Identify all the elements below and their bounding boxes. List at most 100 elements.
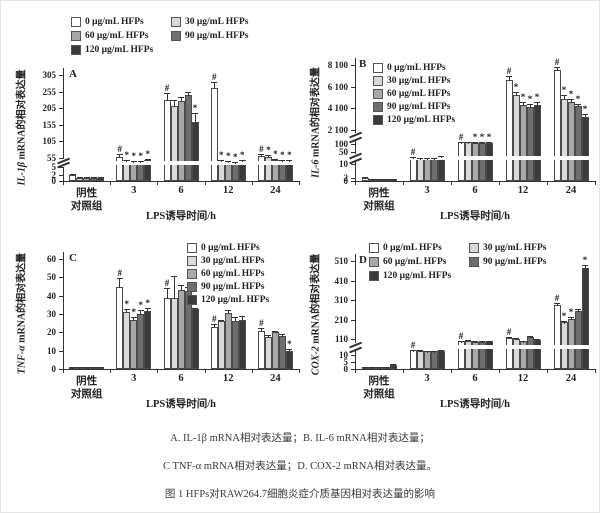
legend-item: 90 μg/mL HFPs (373, 102, 450, 112)
x-group-label: 24 (565, 185, 577, 196)
y-tick-mark (351, 280, 355, 282)
error-bar-cap (69, 173, 76, 175)
legend-swatch (187, 256, 197, 266)
y-tick-label: 305 (42, 70, 57, 80)
significance-mark: # (410, 339, 416, 350)
significance-mark: # (458, 132, 464, 142)
x-tick-mark (355, 370, 356, 373)
error-bar (577, 103, 579, 108)
legend-label: 0 μg/mL HFPs (387, 63, 446, 73)
significance-mark: * (145, 149, 151, 160)
error-bar-cap (362, 366, 368, 368)
error-bar (72, 173, 74, 177)
significance-mark: * (568, 307, 574, 317)
error-bar-cap (76, 366, 83, 368)
legend-label: 60 μg/mL HFPs (387, 89, 451, 99)
y-tick-mark (59, 91, 63, 93)
bar-0-3 (409, 158, 417, 181)
error-bar-cap (171, 99, 177, 101)
error-bar (440, 350, 442, 353)
y-title-text: mRNA的相对表达量 (310, 253, 322, 347)
y-tick-label: 10 (339, 350, 348, 360)
x-group-label: 12 (517, 373, 529, 384)
y-tick-mark (351, 355, 355, 356)
error-bar-cap (123, 309, 130, 311)
error-bar-cap (369, 178, 375, 180)
x-tick-mark (451, 370, 452, 373)
error-bar-cap (279, 334, 286, 336)
error-bar-cap (362, 176, 368, 178)
error-bar (529, 104, 531, 109)
gene-name: TNF-α (16, 345, 28, 375)
significance-mark: * (239, 149, 245, 160)
y-title-text: mRNA的相对表达量 (16, 69, 28, 163)
significance-mark: * (561, 310, 567, 321)
y-tick-mark (59, 108, 63, 110)
legend-swatch (171, 31, 181, 41)
error-bar (522, 101, 524, 107)
bar-120-24 (581, 117, 589, 181)
y-tick-mark (351, 65, 355, 66)
significance-mark: * (280, 150, 285, 161)
significance-mark: * (472, 132, 478, 143)
significance-mark: * (232, 152, 238, 162)
y-tick-mark (351, 319, 355, 321)
significance-mark: * (561, 85, 567, 96)
bar-60-6 (471, 142, 479, 181)
error-bar (371, 178, 373, 181)
error-bar (433, 350, 435, 353)
error-bar-cap (164, 288, 170, 290)
error-bar-cap (568, 317, 574, 318)
axis-break-band (356, 156, 595, 160)
error-bar-cap (438, 156, 444, 158)
x-axis-title: LPS诱导时间/h (145, 211, 216, 222)
legend-item: 30 μg/mL HFPs (171, 17, 248, 27)
error-bar (166, 288, 168, 300)
error-bar (536, 101, 538, 107)
x-group-label: 阴性 (76, 188, 98, 199)
bar-0-6 (457, 142, 465, 182)
x-group-label: 24 (270, 373, 281, 384)
x-tick-mark (205, 182, 206, 185)
x-tick-mark (547, 370, 548, 373)
significance-mark: # (458, 330, 464, 341)
error-bar (467, 142, 469, 145)
legend-item: 120 μg/mL HFPs (187, 295, 269, 305)
bar-30-24 (264, 336, 272, 369)
error-bar-cap (258, 327, 265, 329)
error-bar-cap (376, 366, 382, 368)
bar-30-12 (512, 338, 520, 369)
error-bar (288, 348, 290, 352)
error-bar (556, 67, 558, 72)
error-bar-cap (520, 101, 526, 103)
error-bar (194, 307, 196, 311)
error-bar (220, 319, 222, 323)
bar-120-24 (285, 350, 293, 369)
error-bar (378, 366, 380, 369)
x-tick-mark (63, 370, 64, 373)
bar-0-6 (163, 99, 171, 181)
error-bar (166, 93, 168, 101)
error-bar (267, 335, 269, 338)
error-bar (522, 340, 524, 343)
error-bar-cap (527, 104, 533, 105)
x-tick-mark (403, 182, 404, 185)
y-tick-mark (59, 332, 63, 334)
significance-mark: * (225, 151, 231, 162)
bar-0-6 (163, 298, 171, 369)
error-bar (460, 340, 462, 343)
y-axis-line (63, 68, 64, 182)
x-group-label: 3 (131, 185, 137, 196)
error-bar-cap (144, 307, 151, 309)
bar-60-12 (519, 105, 527, 181)
error-bar-cap (286, 348, 293, 350)
bar-30-3 (416, 158, 424, 181)
y-tick-label: 310 (334, 295, 349, 305)
y-tick-label: 60 (47, 254, 56, 264)
error-bar (584, 264, 586, 269)
x-group-label: 3 (424, 373, 430, 384)
bar-90-12 (231, 162, 239, 181)
error-bar (274, 330, 276, 334)
significance-mark: * (192, 103, 198, 114)
error-bar (119, 278, 121, 288)
